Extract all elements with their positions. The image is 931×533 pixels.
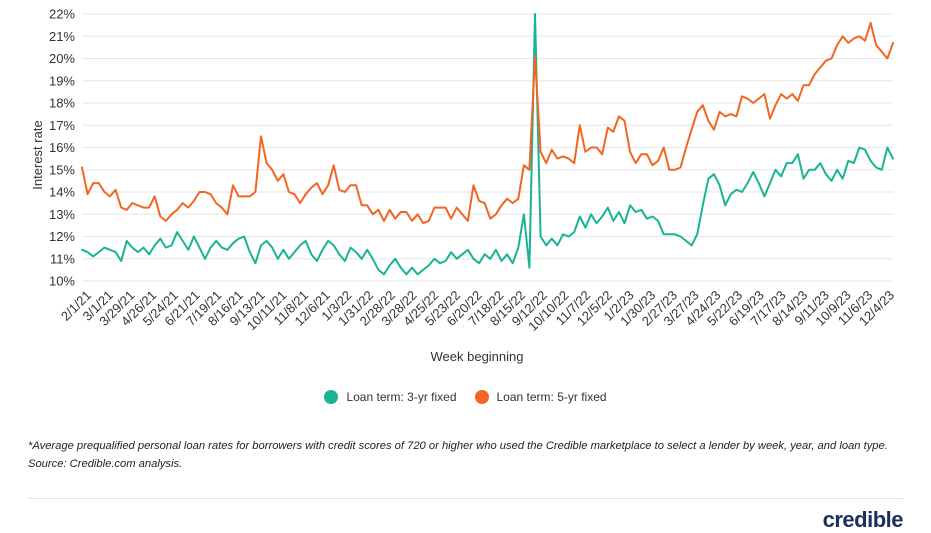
y-tick-label: 15% — [49, 162, 75, 177]
y-tick-label: 17% — [49, 118, 75, 133]
legend-item-3yr[interactable]: Loan term: 3-yr fixed — [324, 390, 457, 404]
series-line-3yr — [81, 13, 894, 276]
series-line-5yr — [81, 21, 894, 225]
y-tick-label: 21% — [49, 29, 75, 44]
y-tick-label: 10% — [49, 274, 75, 289]
y-tick-label: 11% — [50, 251, 75, 266]
y-tick-label: 14% — [49, 185, 75, 200]
brand-logo: credible — [822, 507, 904, 532]
line-chart: 10%11%12%13%14%15%16%17%18%19%20%21%22%2… — [30, 7, 897, 365]
x-axis-title: Week beginning — [431, 349, 524, 364]
legend-label-5yr: Loan term: 5-yr fixed — [496, 390, 607, 404]
y-tick-label: 18% — [49, 96, 75, 111]
footnote: *Average prequalified personal loan rate… — [28, 440, 888, 470]
legend: Loan term: 3-yr fixed Loan term: 5-yr fi… — [0, 390, 931, 404]
y-tick-label: 19% — [49, 73, 75, 88]
divider — [28, 498, 903, 499]
y-tick-label: 13% — [49, 207, 75, 222]
legend-swatch-3yr — [324, 390, 339, 404]
y-tick-label: 16% — [49, 140, 75, 155]
y-tick-label: 12% — [49, 229, 75, 244]
y-tick-label: 20% — [49, 51, 75, 66]
legend-swatch-5yr — [474, 390, 489, 404]
y-axis-title: Interest rate — [30, 120, 45, 189]
y-tick-label: 22% — [49, 7, 75, 22]
legend-item-5yr[interactable]: Loan term: 5-yr fixed — [474, 390, 607, 404]
legend-label-3yr: Loan term: 3-yr fixed — [346, 390, 457, 404]
